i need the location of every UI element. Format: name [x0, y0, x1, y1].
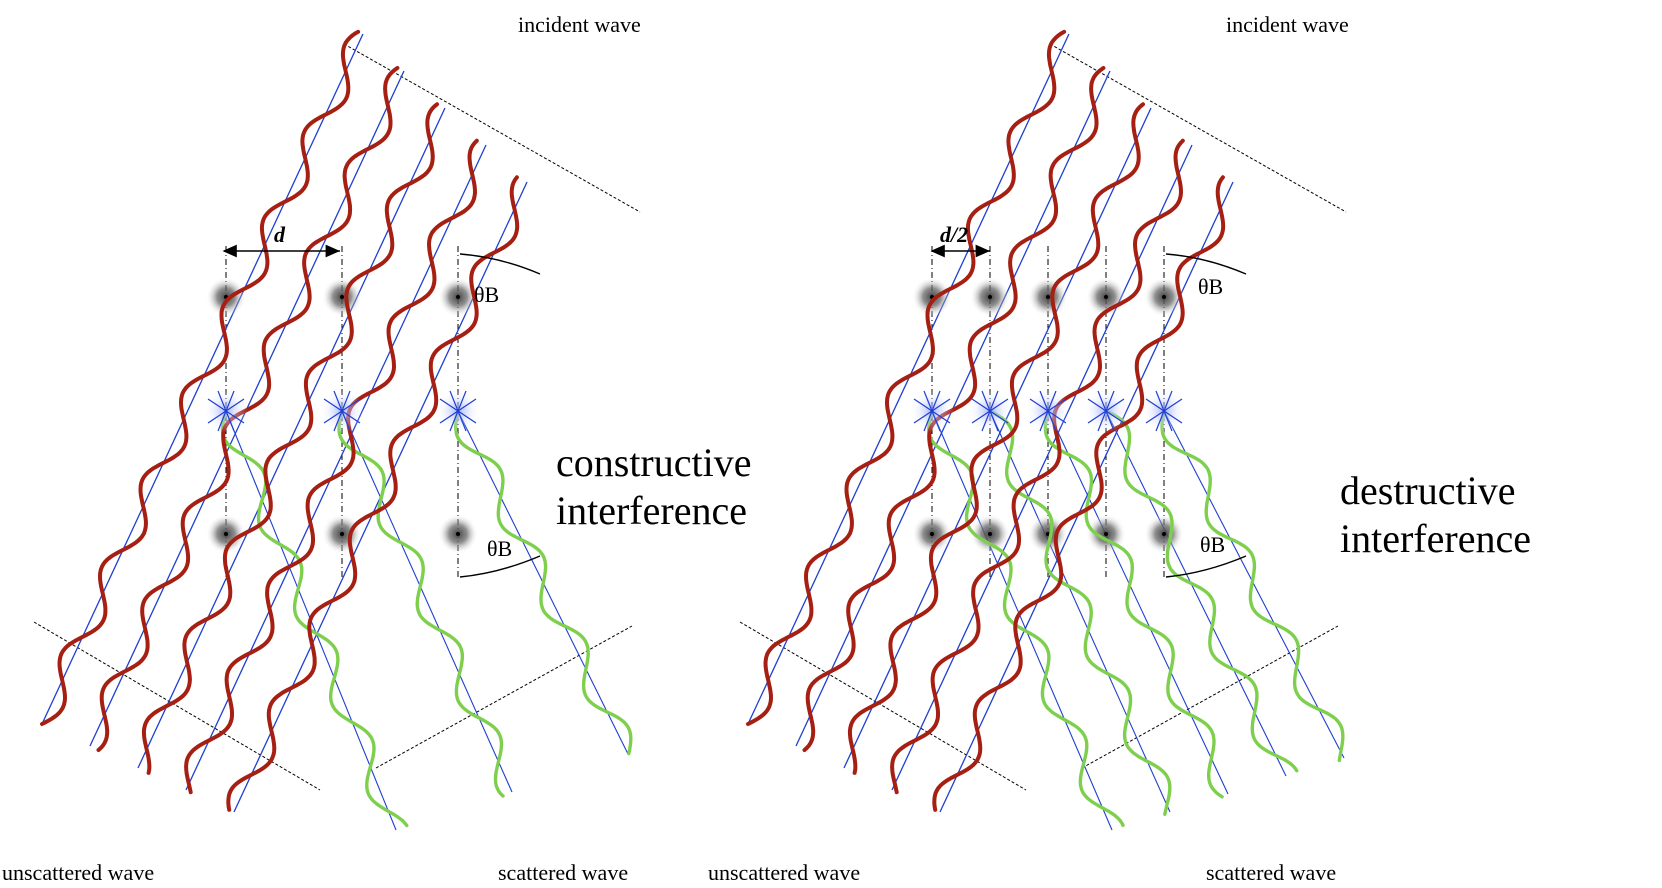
atom-lattice — [912, 277, 1184, 554]
scattered-wave-axis — [1163, 410, 1345, 759]
unscattered-wave-label: unscattered wave — [708, 860, 860, 885]
atom-center — [1162, 532, 1166, 536]
atom-center — [988, 532, 992, 536]
atom-center — [1104, 295, 1108, 299]
unscattered-wavefront — [739, 621, 1027, 791]
scattering-ray — [449, 390, 467, 432]
scattered-wave — [1104, 409, 1299, 773]
incident-wave — [890, 138, 1185, 795]
wave-axes — [747, 33, 1345, 831]
scattered-wave — [454, 409, 633, 756]
incident-wave-axis — [891, 144, 1193, 791]
atom-center — [456, 295, 460, 299]
scattering-ray — [981, 390, 999, 432]
incident-wave — [746, 29, 1067, 726]
scattered-wave — [988, 409, 1172, 816]
atom-center — [1104, 532, 1108, 536]
incident-wave — [802, 66, 1106, 752]
angle-arc-bottom — [459, 555, 541, 578]
scattered-wave — [927, 409, 1125, 827]
incident-waves — [40, 29, 520, 812]
scattered-wave — [220, 409, 409, 828]
unscattered-wavefront — [33, 621, 321, 791]
atom-center — [1046, 295, 1050, 299]
incident-wave-axis — [747, 33, 1070, 725]
spacing-label: d/2 — [940, 222, 968, 247]
atom-lattice — [206, 277, 478, 554]
angle-label-top: θB — [474, 282, 499, 307]
scattering-ray — [923, 390, 941, 432]
atom-center — [1162, 295, 1166, 299]
interference-label-line2: interference — [1340, 516, 1531, 561]
interference-label-line2: interference — [556, 488, 747, 533]
incident-wave — [847, 102, 1145, 775]
incident-wave — [141, 102, 439, 775]
atom-center — [224, 532, 228, 536]
incident-wave — [932, 175, 1226, 812]
incident-wave-label: incident wave — [1226, 12, 1349, 37]
scattered-wave-label: scattered wave — [498, 860, 628, 885]
interference-label-line1: constructive — [556, 440, 752, 485]
scattered-wavefront — [1081, 625, 1339, 769]
scattered-wave-axis — [989, 410, 1171, 813]
scattering-centers — [910, 389, 1186, 433]
atom-center — [930, 532, 934, 536]
scattering-ray — [1039, 390, 1057, 432]
scattered-wave-label: scattered wave — [1206, 860, 1336, 885]
incident-wave-axis — [137, 107, 446, 769]
incident-wave-axis — [185, 144, 487, 791]
angle-label-bottom: θB — [1200, 532, 1225, 557]
atom-center — [456, 532, 460, 536]
panel-destructive: d/2 θB θB incident wave unscattered wave… — [708, 12, 1531, 885]
incident-wave — [226, 175, 520, 812]
scattered-wave-axis — [341, 410, 513, 793]
incident-wave — [96, 66, 400, 752]
incident-wave-label: incident wave — [518, 12, 641, 37]
scattering-ray — [333, 390, 351, 432]
scattering-ray — [1155, 390, 1173, 432]
atom-center — [340, 532, 344, 536]
incident-wave — [40, 29, 361, 726]
angle-arc-top — [459, 253, 541, 275]
scattered-wave-axis — [931, 410, 1113, 831]
incident-waves — [746, 29, 1226, 812]
atom-center — [988, 295, 992, 299]
scattered-wave-axis — [1047, 410, 1229, 795]
scattering-ray — [1097, 390, 1115, 432]
angle-arc-bottom — [1165, 555, 1247, 578]
spacing-label: d — [274, 222, 286, 247]
incident-wave-axis — [41, 33, 364, 725]
atom-center — [340, 295, 344, 299]
scattering-ray — [217, 390, 235, 432]
scattered-waves — [927, 409, 1345, 827]
angle-label-top: θB — [1198, 274, 1223, 299]
angle-arc-top — [1165, 253, 1247, 275]
scattered-wavefront — [375, 625, 633, 769]
interference-label-line1: destructive — [1340, 468, 1516, 513]
incident-wave-axis — [843, 107, 1152, 769]
angle-label-bottom: θB — [487, 536, 512, 561]
scattering-centers — [204, 389, 480, 433]
scattered-wave — [337, 409, 505, 798]
scattered-wave — [1043, 409, 1224, 799]
incident-wave-axis — [939, 181, 1234, 813]
panel-constructive: d θB θB incident wave unscattered wave s… — [2, 12, 752, 885]
scattered-wave-axis — [1105, 410, 1287, 777]
scattered-wave — [1160, 409, 1345, 763]
unscattered-wave-label: unscattered wave — [2, 860, 154, 885]
incident-wave — [184, 138, 479, 795]
